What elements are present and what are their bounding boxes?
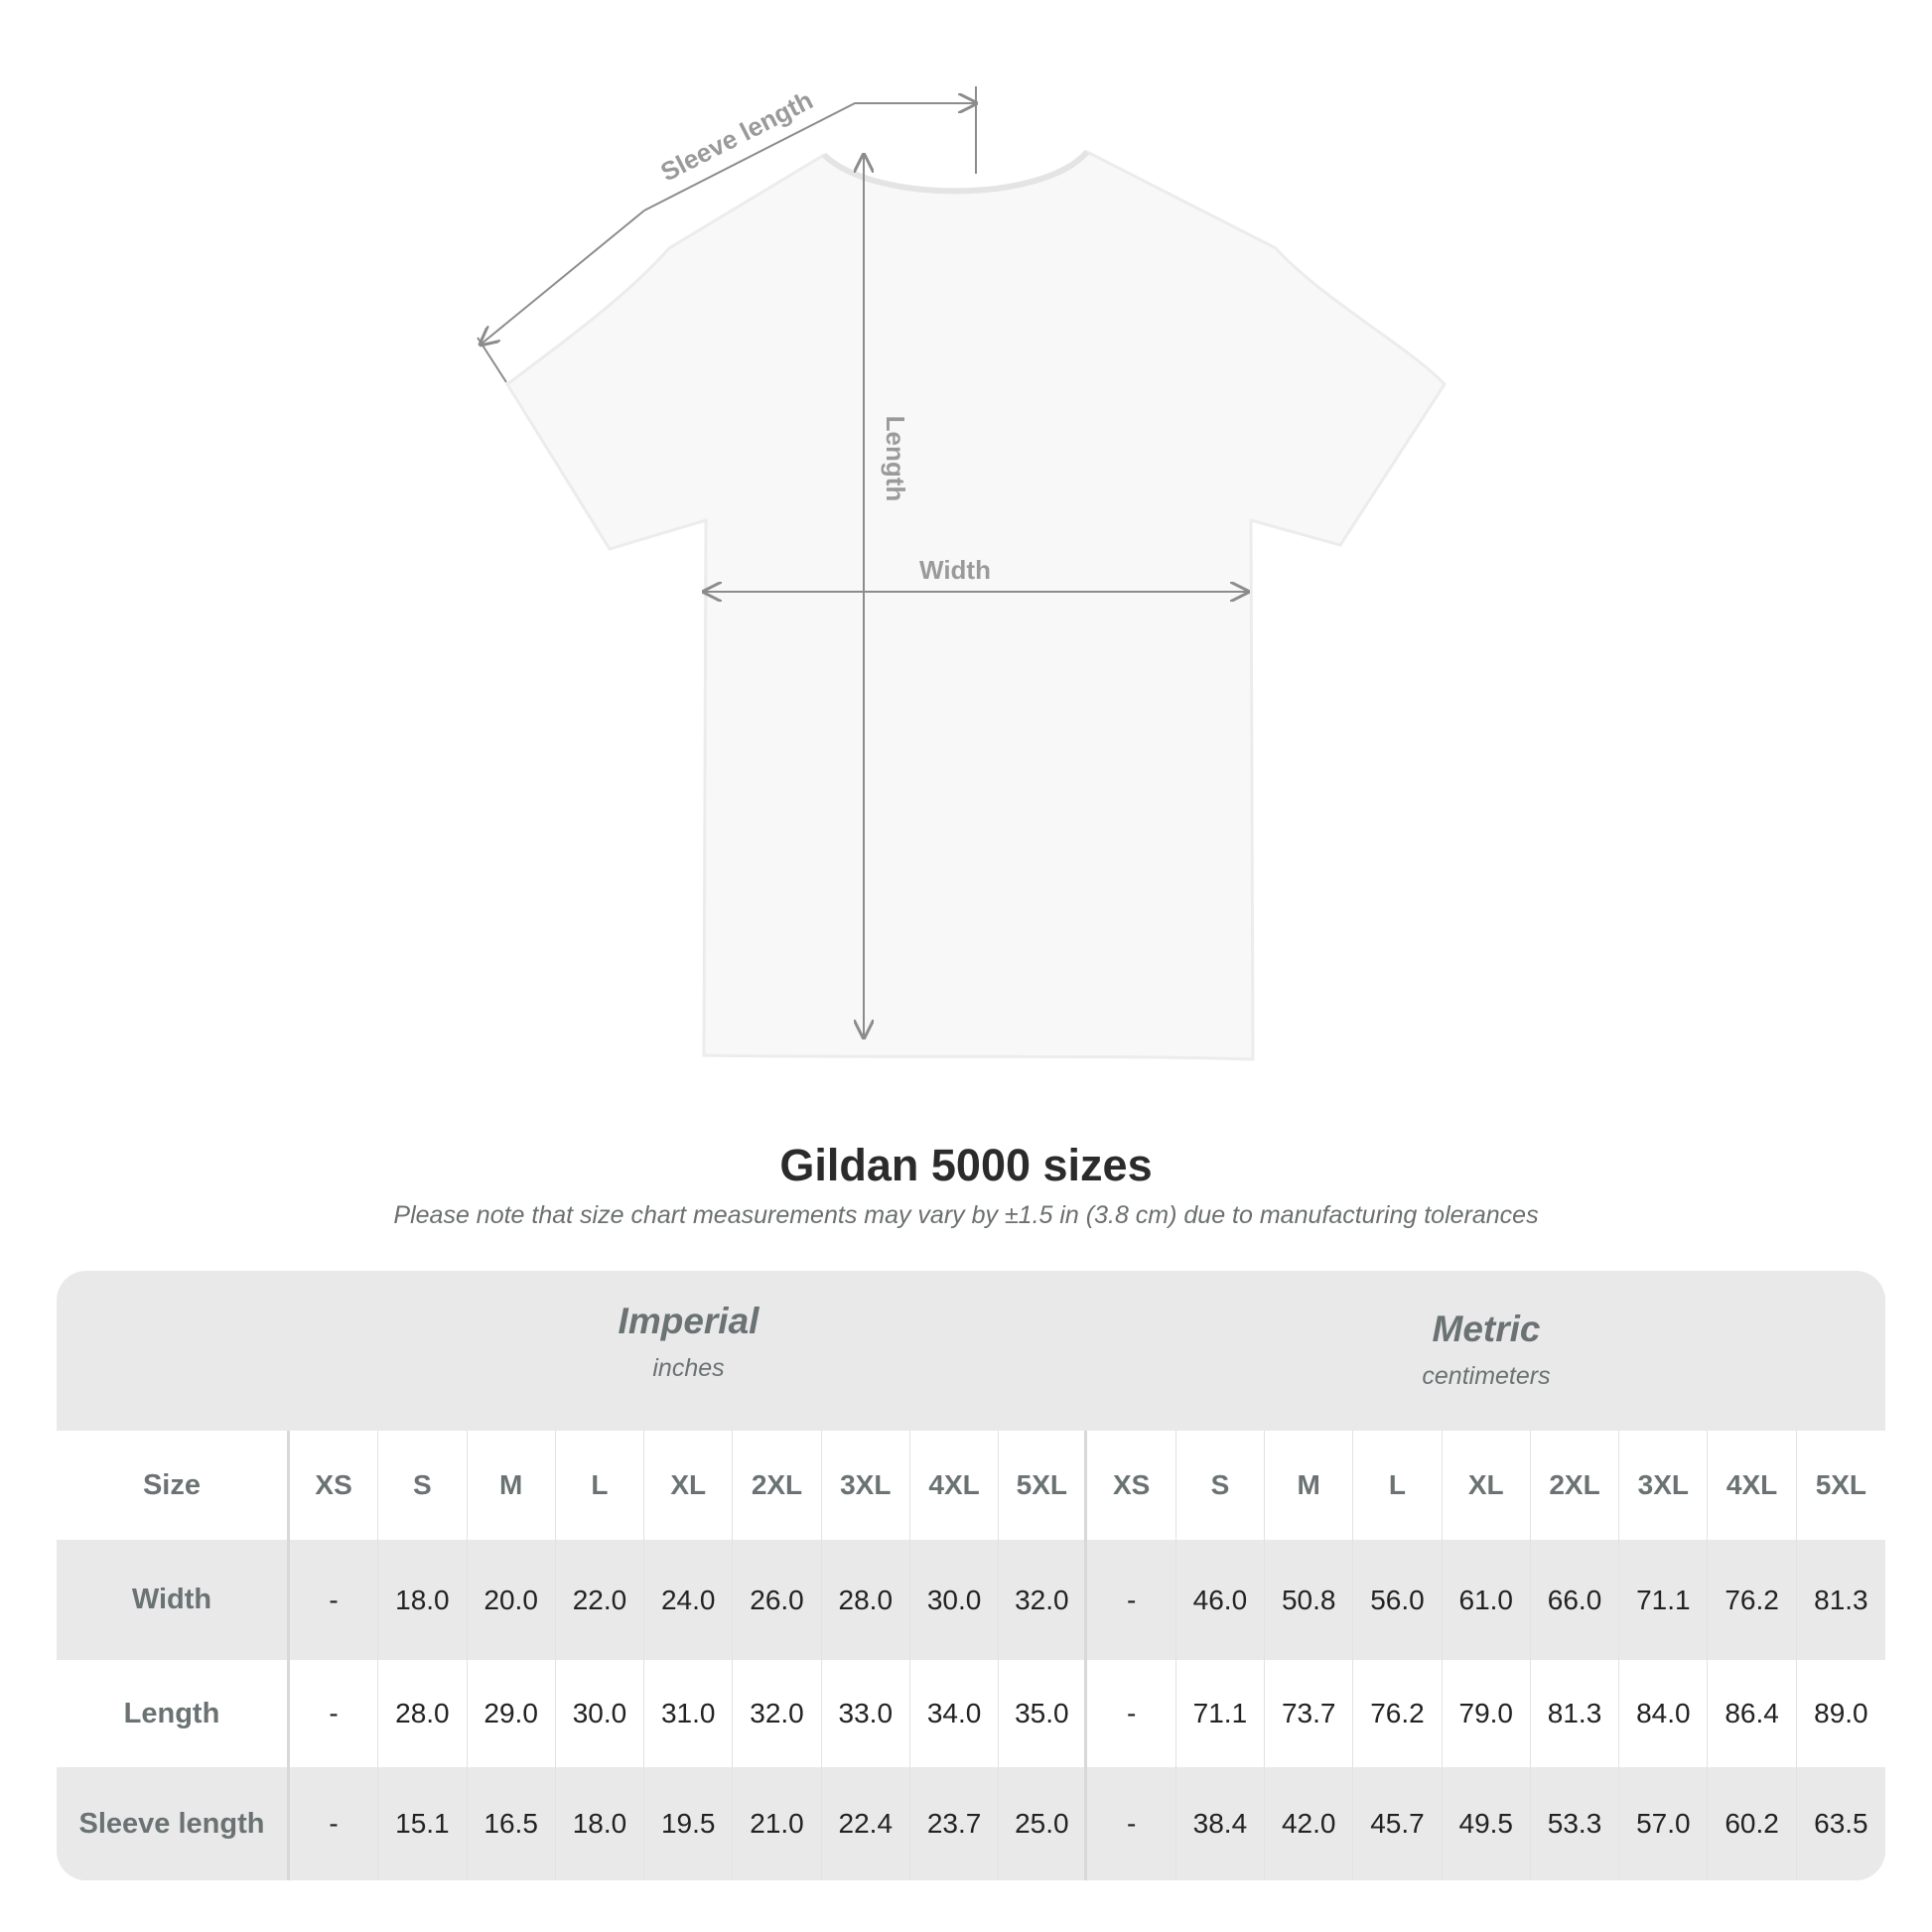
imperial-cell: 26.0 bbox=[733, 1540, 822, 1660]
metric-cell: M bbox=[1265, 1431, 1354, 1540]
imperial-title: Imperial bbox=[618, 1301, 759, 1341]
metric-cell: 56.0 bbox=[1353, 1540, 1443, 1660]
metric-cell: 46.0 bbox=[1176, 1540, 1266, 1660]
metric-cell: 2XL bbox=[1531, 1431, 1620, 1540]
imperial-cell: 24.0 bbox=[644, 1540, 734, 1660]
metric-cell: 5XL bbox=[1815, 1469, 1867, 1500]
metric-cell: XL bbox=[1443, 1431, 1531, 1540]
imperial-cell: - bbox=[290, 1767, 379, 1880]
imperial-cell: 28.0 bbox=[378, 1660, 468, 1767]
imperial-cell: 28.0 bbox=[822, 1540, 910, 1660]
imperial-cell: - bbox=[290, 1540, 379, 1660]
metric-cell: 42.0 bbox=[1265, 1767, 1354, 1880]
metric-cell: 89.0 bbox=[1814, 1698, 1868, 1728]
metric-cell: 63.5 bbox=[1814, 1808, 1868, 1839]
metric-cell: 53.3 bbox=[1531, 1767, 1620, 1880]
table-row-width: Width -18.0 20.0 22.0 24.0 26.0 28.0 30.0 32.0-4… bbox=[57, 1540, 1885, 1660]
metric-cell: 86.4 bbox=[1708, 1660, 1797, 1767]
imperial-cell: 22.4 bbox=[822, 1767, 910, 1880]
metric-cell: 61.0 bbox=[1443, 1540, 1531, 1660]
metric-cell: 71.1 bbox=[1619, 1540, 1709, 1660]
imperial-cell: 29.0 bbox=[468, 1660, 556, 1767]
metric-cell: 81.3 bbox=[1814, 1584, 1868, 1615]
metric-cell: 38.4 bbox=[1176, 1767, 1266, 1880]
metric-header: Metric centimeters bbox=[1087, 1309, 1885, 1391]
imperial-unit: inches bbox=[652, 1354, 725, 1382]
metric-cell: 45.7 bbox=[1353, 1767, 1443, 1880]
metric-cell: 71.1 bbox=[1176, 1660, 1266, 1767]
imperial-cell: 4XL bbox=[910, 1431, 1000, 1540]
imperial-cell: 15.1 bbox=[378, 1767, 468, 1880]
imperial-cell: M bbox=[468, 1431, 556, 1540]
metric-cell: 50.8 bbox=[1265, 1540, 1354, 1660]
metric-cell: 81.3 bbox=[1531, 1660, 1620, 1767]
metric-cell: 76.2 bbox=[1353, 1660, 1443, 1767]
metric-cell: L bbox=[1353, 1431, 1443, 1540]
imperial-cell: 23.7 bbox=[910, 1767, 1000, 1880]
metric-unit: centimeters bbox=[1422, 1362, 1551, 1390]
imperial-cell: 25.0 bbox=[999, 1767, 1088, 1880]
table-row-length: Length -28.0 29.0 30.0 31.0 32.0 33.0 34.0 35.0-… bbox=[57, 1660, 1885, 1767]
metric-cell: 60.2 bbox=[1708, 1767, 1797, 1880]
imperial-cell: 32.0 bbox=[999, 1540, 1088, 1660]
imperial-cell: S bbox=[378, 1431, 468, 1540]
imperial-header: Imperial inches bbox=[290, 1301, 1087, 1383]
row-label: Size bbox=[57, 1431, 290, 1540]
imperial-cell: XS bbox=[290, 1431, 379, 1540]
imperial-cell: 32.0 bbox=[733, 1660, 822, 1767]
imperial-cell: 30.0 bbox=[910, 1540, 1000, 1660]
metric-cell: 3XL bbox=[1619, 1431, 1709, 1540]
imperial-cell: 33.0 bbox=[822, 1660, 910, 1767]
length-label: Length bbox=[881, 416, 910, 502]
metric-cell: 84.0 bbox=[1619, 1660, 1709, 1767]
metric-cell: 76.2 bbox=[1708, 1540, 1797, 1660]
imperial-cell: 18.0 bbox=[378, 1540, 468, 1660]
imperial-cell: 31.0 bbox=[644, 1660, 734, 1767]
table-row-sleeve-length: Sleeve length -15.1 16.5 18.0 19.5 21.0 22.4 23… bbox=[57, 1767, 1885, 1880]
metric-cell: - bbox=[1087, 1660, 1176, 1767]
row-label: Sleeve length bbox=[57, 1767, 290, 1880]
metric-cell: 4XL bbox=[1708, 1431, 1797, 1540]
metric-title: Metric bbox=[1432, 1309, 1541, 1349]
imperial-cell: 5XL bbox=[999, 1431, 1088, 1540]
imperial-cell: 2XL bbox=[733, 1431, 822, 1540]
row-label: Length bbox=[57, 1660, 290, 1767]
row-label: Width bbox=[57, 1540, 290, 1660]
metric-cell: 49.5 bbox=[1443, 1767, 1531, 1880]
imperial-cell: 18.0 bbox=[556, 1767, 645, 1880]
page-title: Gildan 5000 sizes bbox=[779, 1140, 1153, 1190]
width-label: Width bbox=[919, 555, 991, 585]
tshirt-diagram: Sleeve length Length Width bbox=[0, 85, 1447, 1061]
imperial-cell: L bbox=[556, 1431, 645, 1540]
sleeve-length-measure bbox=[478, 86, 976, 383]
metric-cell: - bbox=[1087, 1540, 1176, 1660]
imperial-cell: 34.0 bbox=[910, 1660, 1000, 1767]
size-header-row: Size XS S M L XL 2XL 3XL 4XL 5XL XS S M L XL 2XL 3XL 4XL 5… bbox=[57, 1431, 1885, 1540]
metric-cell: - bbox=[1087, 1767, 1176, 1880]
metric-cell: 66.0 bbox=[1531, 1540, 1620, 1660]
tshirt-shape bbox=[505, 150, 1447, 1061]
imperial-cell: 20.0 bbox=[468, 1540, 556, 1660]
metric-cell: 73.7 bbox=[1265, 1660, 1354, 1767]
size-table: Imperial inches Metric centimeters Size X… bbox=[57, 1271, 1885, 1880]
imperial-cell: 30.0 bbox=[556, 1660, 645, 1767]
imperial-cell: 3XL bbox=[822, 1431, 910, 1540]
imperial-cell: 22.0 bbox=[556, 1540, 645, 1660]
tolerance-note: Please note that size chart measurements… bbox=[393, 1201, 1539, 1229]
metric-cell: 79.0 bbox=[1443, 1660, 1531, 1767]
imperial-cell: 21.0 bbox=[733, 1767, 822, 1880]
imperial-cell: 19.5 bbox=[644, 1767, 734, 1880]
imperial-cell: 35.0 bbox=[999, 1660, 1088, 1767]
imperial-cell: - bbox=[290, 1660, 379, 1767]
metric-cell: XS bbox=[1087, 1431, 1176, 1540]
imperial-cell: XL bbox=[644, 1431, 734, 1540]
metric-cell: S bbox=[1176, 1431, 1266, 1540]
metric-cell: 57.0 bbox=[1619, 1767, 1709, 1880]
imperial-cell: 16.5 bbox=[468, 1767, 556, 1880]
